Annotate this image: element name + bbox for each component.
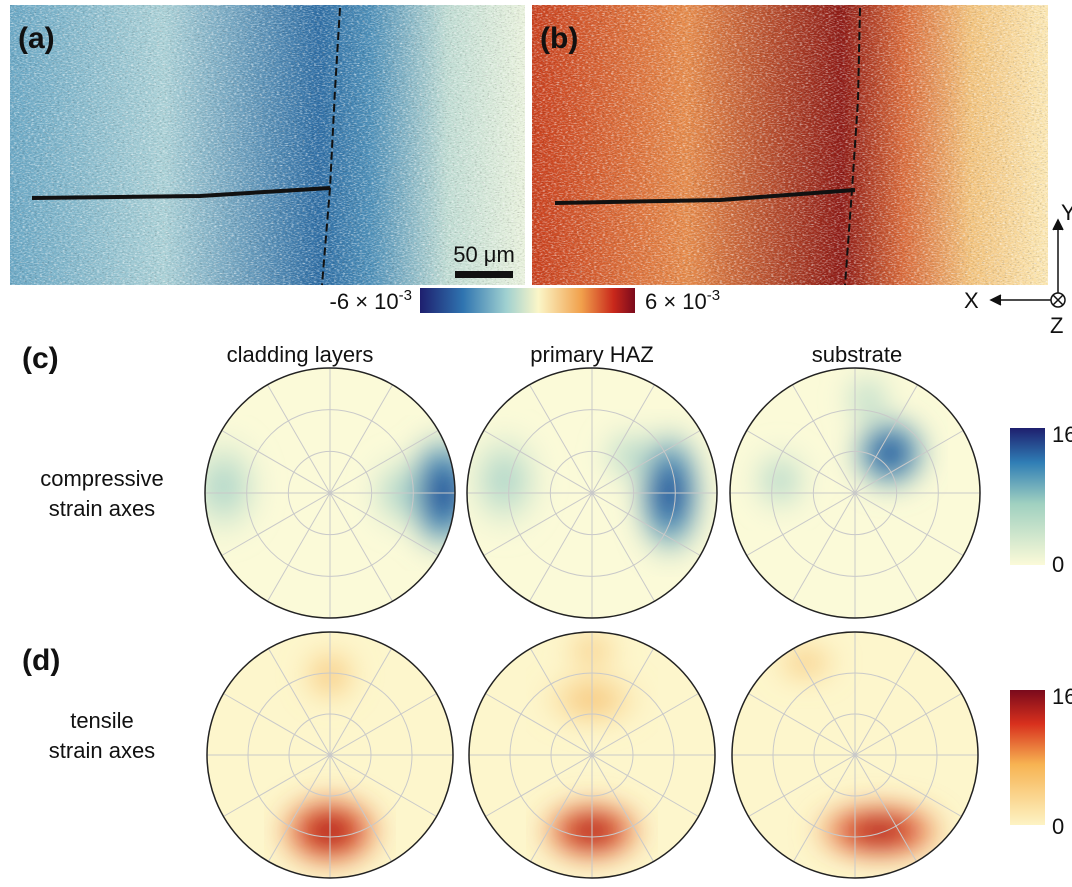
colorbar-max: 6 × 10-3	[645, 287, 720, 314]
scale-bar	[455, 271, 513, 278]
density-blob	[600, 426, 660, 486]
axis-label: Z	[1050, 313, 1063, 338]
colorbar-tick: 0	[1052, 814, 1064, 839]
column-title: substrate	[812, 342, 903, 367]
panel-label: (a)	[18, 22, 55, 55]
colorbar-min: -6 × 10-3	[330, 287, 412, 314]
panel-label: (b)	[540, 22, 578, 55]
pole-figure	[465, 368, 718, 618]
scale-bar-label: 50 μm	[453, 242, 515, 267]
pole-figure	[184, 368, 483, 618]
colorbar-tick: 16	[1052, 422, 1072, 447]
figure: (a) (b) 50 μm -6 × 10-3 6 × 10-3 Y X Z (…	[0, 0, 1072, 882]
axis-label: X	[964, 288, 979, 313]
column-title: primary HAZ	[530, 342, 653, 367]
colorbar	[420, 288, 635, 313]
colorbar-tick: 16	[1052, 684, 1072, 709]
pole-figure	[732, 632, 978, 878]
row-label: strain axes	[49, 496, 155, 521]
colorbar	[1010, 690, 1045, 825]
strain-map-a	[10, 5, 525, 285]
panel-label: (c)	[22, 342, 59, 375]
colorbar	[1010, 428, 1045, 565]
density-blob	[810, 801, 950, 861]
pole-figure	[207, 632, 453, 878]
strain-map-b	[532, 5, 1048, 285]
row-label: compressive	[40, 466, 163, 491]
axis-label: Y	[1061, 200, 1072, 225]
row-label: tensile	[70, 708, 134, 733]
column-title: cladding layers	[227, 342, 374, 367]
density-blob	[843, 369, 893, 429]
pole-figure	[469, 630, 715, 878]
panel-label: (d)	[22, 644, 60, 677]
row-label: strain axes	[49, 738, 155, 763]
colorbar-tick: 0	[1052, 552, 1064, 577]
pole-figure	[730, 368, 980, 618]
